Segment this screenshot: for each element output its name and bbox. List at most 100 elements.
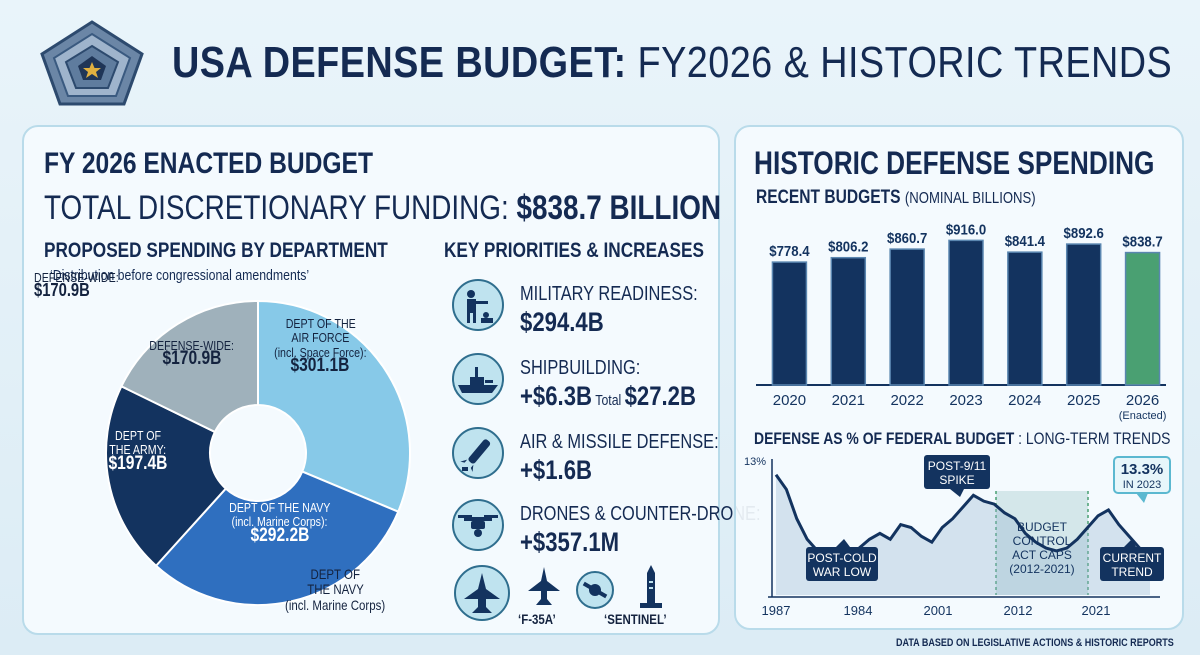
pct-federal-line-chart: 13%1987 1984 2001 2012 2021POST-9/11SPIKEPOS… — [744, 455, 1171, 618]
annotation-current-trend-pointer — [1124, 539, 1136, 547]
bar-2021 — [830, 256, 867, 386]
bar-2020 — [771, 261, 808, 386]
pie-slice-air-force — [257, 299, 411, 514]
pie-slice-army — [105, 384, 228, 568]
annotation-current-trend-box — [1100, 547, 1164, 581]
recent-budgets-bar-chart: $778.4 2020 $806.2 2021 $860.7 2022 $916.0 2023… — [756, 221, 1167, 422]
annotation-budget-caps-text: BUDGET — [1017, 520, 1068, 534]
priority-extra-value: $27.2B — [624, 381, 696, 411]
satellite-icon — [576, 571, 614, 609]
priority-name: MILITARY READINESS: — [520, 283, 698, 305]
footnote: DATA BASED ON LEGISLATIVE ACTIONS & HIST… — [896, 637, 1174, 649]
bar-value-label: $838.7 — [1122, 233, 1162, 250]
priority-name: AIR & MISSILE DEFENSE: — [520, 431, 719, 453]
bar-2022 — [889, 248, 925, 386]
annotation-post-911-text: SPIKE — [939, 473, 974, 487]
bar-value-label: $916.0 — [946, 221, 986, 238]
bar-value-label: $778.4 — [769, 242, 809, 259]
x-tick-label: 2001 — [924, 603, 953, 618]
total-funding-value: $838.7 BILLION — [516, 189, 722, 227]
pie-label-navy: DEPT OF THE NAVY (incl. Marine Corps): $… — [229, 500, 331, 546]
f35-label: ‘F-35A’ — [518, 611, 556, 627]
historic-spending-panel: HISTORIC DEFENSE SPENDING RECENT BUDGETS… — [734, 125, 1184, 630]
pentagon-logo — [40, 20, 144, 106]
bar-category-label: 2026 — [1126, 392, 1159, 409]
bar-2024 — [1007, 251, 1043, 386]
bar-value-label: $806.2 — [828, 238, 868, 255]
bar-category-label: 2023 — [949, 392, 982, 409]
ship-icon — [452, 353, 504, 405]
annotation-2023-pointer — [1136, 493, 1148, 503]
annotation-post-cold-war-box — [806, 547, 878, 581]
f22-icon — [454, 565, 510, 621]
annotation-current-trend-text: TREND — [1111, 565, 1153, 579]
priority-value: $294.4B — [520, 307, 604, 337]
bar-category-label: 2020 — [773, 392, 806, 409]
priority-value: +$357.1M — [520, 527, 620, 557]
pie-label-army: DEPT OF THE ARMY: $197.4B — [108, 428, 168, 474]
department-spending-title: PROPOSED SPENDING BY DEPARTMENT — [44, 239, 388, 262]
total-funding: TOTAL DISCRETIONARY FUNDING: $838.7 BILL… — [44, 189, 870, 228]
pie-label-air-force: DEPT OF THE AIR FORCE (incl. Space Force… — [274, 316, 367, 376]
f35-icon — [524, 565, 564, 609]
annotation-post-cold-war-text: POST-COLD — [807, 551, 877, 565]
enacted-budget-panel: FY 2026 ENACTED BUDGET TOTAL DISCRETIONA… — [22, 125, 761, 637]
bar-category-label: 2021 — [832, 392, 865, 409]
x-tick-label: 2012 — [1004, 603, 1033, 618]
priorities-title: KEY PRIORITIES & INCREASES — [444, 239, 704, 262]
annotation-budget-caps-text: CONTROL — [1013, 534, 1072, 548]
x-tick-label: 2021 — [1082, 603, 1111, 618]
priority-name: DRONES & COUNTER-DRONE: — [520, 503, 761, 525]
annotation-current-trend-text: CURRENT — [1103, 551, 1162, 565]
annotation-budget-caps-text: ACT CAPS — [1012, 548, 1072, 562]
x-tick-label: 1987 — [762, 603, 791, 618]
department-pie-chart: DEPT OF THE AIR FORCE (incl. Space Force… — [24, 270, 444, 637]
y-tick-label: 13% — [744, 456, 766, 468]
missile-icon — [452, 427, 504, 479]
annotation-post-911-text: POST-9/11 — [928, 459, 987, 473]
annotation-2023-label: IN 2023 — [1123, 479, 1162, 491]
priority-drones: DRONES & COUNTER-DRONE: +$357.1M — [452, 499, 761, 559]
annotation-2023-callout: 13.3%IN 2023 — [1113, 456, 1171, 503]
recent-budgets-title: RECENT BUDGETS (NOMINAL BILLIONS) — [756, 187, 1036, 208]
bar-2025 — [1065, 243, 1102, 386]
soldier-icon — [452, 279, 504, 331]
sentinel-icon — [636, 565, 666, 609]
priority-name: SHIPBUILDING: — [520, 357, 641, 379]
priority-air-missile: AIR & MISSILE DEFENSE: +$1.6B — [452, 427, 722, 487]
pie-label-defense-wide: DEFENSE-WIDE: $170.9B — [149, 338, 235, 370]
bar-category-note: (Enacted) — [1119, 410, 1167, 422]
pie-slice-defense-wide — [120, 299, 259, 434]
total-funding-label: TOTAL DISCRETIONARY FUNDING: — [44, 189, 509, 227]
enacted-budget-title: FY 2026 ENACTED BUDGET — [44, 147, 373, 180]
bar-2023 — [948, 239, 984, 386]
bar-value-label: $841.4 — [1005, 232, 1045, 249]
page-title: USA DEFENSE BUDGET: FY2026 & HISTORIC TR… — [172, 38, 1173, 87]
priority-readiness: MILITARY READINESS: $294.4B — [452, 279, 722, 339]
bar-value-label: $892.6 — [1064, 224, 1104, 241]
annotation-2023-value: 13.3% — [1121, 461, 1164, 478]
historic-spending-title: HISTORIC DEFENSE SPENDING — [754, 145, 1155, 181]
priority-value: +$6.3B — [520, 381, 593, 411]
sentinel-label: ‘SENTINEL’ — [604, 611, 667, 627]
annotation-post-cold-war-pointer — [836, 539, 850, 547]
drone-icon — [452, 499, 504, 551]
bar-category-label: 2022 — [890, 392, 923, 409]
priority-shipbuilding: SHIPBUILDING: +$6.3B Total $27.2B — [452, 353, 722, 413]
bar-value-label: $860.7 — [887, 229, 927, 246]
header: USA DEFENSE BUDGET: FY2026 & HISTORIC TR… — [0, 0, 1200, 118]
bar-category-label: 2024 — [1008, 392, 1041, 409]
annotation-post-cold-war-text: WAR LOW — [813, 565, 872, 579]
bar-category-label: 2025 — [1067, 392, 1100, 409]
callout-defense-wide: DEFENSE-WIDE: $170.9B — [34, 270, 119, 301]
pct-federal-title: DEFENSE AS % OF FEDERAL BUDGET : LONG-TE… — [754, 429, 1171, 448]
department-spending-subtitle: ‘Distribution before congressional amend… — [50, 267, 310, 284]
bar-2026 — [1124, 251, 1161, 386]
callout-navy: DEPT OF THE NAVY (incl. Marine Corps) — [284, 566, 386, 613]
priority-value: +$1.6B — [520, 455, 593, 485]
x-tick-label: 1984 — [844, 603, 873, 618]
priority-extra-label: Total — [595, 392, 622, 409]
